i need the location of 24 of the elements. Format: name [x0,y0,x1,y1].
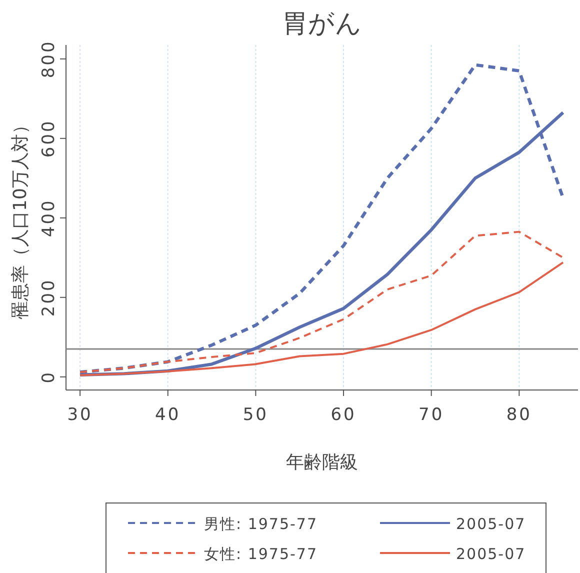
legend-item: 女性: 1975-77 [128,545,318,563]
x-tick-label: 30 [67,405,93,425]
x-tick-label: 70 [418,405,444,425]
x-tick-label: 50 [242,405,269,425]
y-tick-label: 400 [39,198,59,238]
y-axis-title: 罹患率（人口10万人対） [10,116,31,320]
x-tick-label: 40 [155,405,181,425]
legend-label: 2005-07 [456,545,526,563]
y-tick-label: 800 [39,40,59,78]
legend-label: 女性: 1975-77 [204,545,318,563]
legend-item: 2005-07 [380,515,526,533]
y-tick-label: 200 [39,278,59,317]
x-axis-title: 年齢階級 [286,452,358,473]
line-series [79,230,564,374]
legend-label: 2005-07 [456,515,526,533]
y-tick-label: 600 [39,119,59,158]
y-tick-label: 0 [39,370,59,384]
legend-item: 2005-07 [380,545,526,563]
legend-label: 男性: 1975-77 [204,515,318,533]
x-tick-label: 80 [506,405,532,425]
legend-item: 男性: 1975-77 [128,515,318,533]
x-tick-label: 60 [330,405,356,425]
line-series [78,63,565,374]
chart-title: 胃がん [282,9,362,39]
